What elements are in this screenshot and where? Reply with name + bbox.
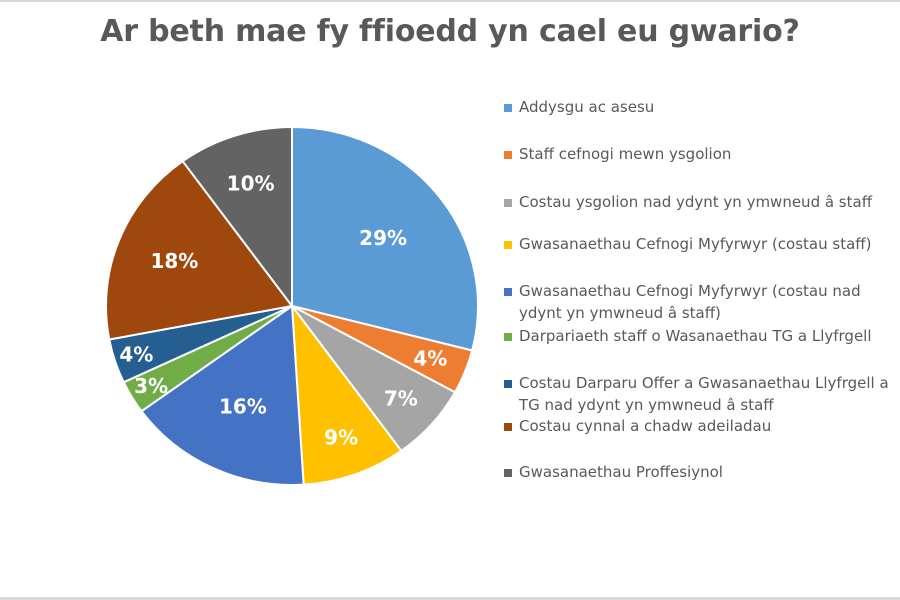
pie-slice [181,126,293,307]
legend-item: Gwasanaethau Cefnogi Myfyrwyr (costau na… [504,282,861,324]
slice-data-label: 7% [384,386,418,410]
slice-data-label: 16% [219,394,267,418]
legend-label: Costau ysgolion nad ydynt yn ymwneud â s… [519,193,873,211]
legend-label: Costau Darparu Offer a Gwasanaethau Llyf… [519,374,889,414]
slice-data-label: 4% [119,343,153,367]
legend-item: Gwasanaethau Proffesiynol [504,463,723,483]
legend-item: Addysgu ac asesu [504,98,654,118]
legend-item: Costau ysgolion nad ydynt yn ymwneud â s… [504,193,872,213]
legend-color-swatch-icon [504,288,512,296]
legend-item: Costau Darparu Offer a Gwasanaethau Llyf… [504,374,889,416]
legend-color-swatch-icon [504,423,512,431]
chart-title: Ar beth mae fy ffioedd yn cael eu gwario… [100,14,800,49]
pie-slice [140,305,305,486]
legend-color-swatch-icon [504,151,512,159]
legend-color-swatch-icon [504,333,512,341]
pie-svg: 29% 4% 7% 9% 16% 3% 4% 18% 10% [105,126,479,486]
slice-data-label: 29% [359,226,407,250]
legend-color-swatch-icon [504,199,512,207]
pie-slice [291,126,479,352]
slice-data-label: 18% [150,249,198,273]
bottom-border [0,597,900,600]
legend-item: Gwasanaethau Cefnogi Myfyrwyr (costau st… [504,235,871,255]
legend-label: Gwasanaethau Cefnogi Myfyrwyr (costau na… [519,282,861,322]
legend-item: Staff cefnogi mewn ysgolion [504,145,731,165]
legend-label: Darpariaeth staff o Wasanaethau TG a Lly… [519,327,872,345]
legend-color-swatch-icon [504,104,512,112]
slice-data-label: 4% [413,347,447,371]
legend-color-swatch-icon [504,241,512,249]
top-border [0,0,900,2]
pie-slice [105,160,293,341]
legend-label: Staff cefnogi mewn ysgolion [519,145,732,163]
legend-label: Gwasanaethau Cefnogi Myfyrwyr (costau st… [519,235,872,253]
slice-data-label: 3% [134,374,168,398]
legend-item: Darpariaeth staff o Wasanaethau TG a Lly… [504,327,872,347]
pie-slice [291,305,403,486]
slice-data-label: 9% [324,425,358,449]
slice-data-label: 10% [227,171,275,195]
legend-color-swatch-icon [504,380,512,388]
pie-chart: 29% 4% 7% 9% 16% 3% 4% 18% 10% [105,126,479,486]
legend-label: Gwasanaethau Proffesiynol [519,463,723,481]
legend-label: Costau cynnal a chadw adeiladau [519,417,772,435]
legend-color-swatch-icon [504,469,512,477]
legend-item: Costau cynnal a chadw adeiladau [504,417,771,437]
legend-label: Addysgu ac asesu [519,98,655,116]
